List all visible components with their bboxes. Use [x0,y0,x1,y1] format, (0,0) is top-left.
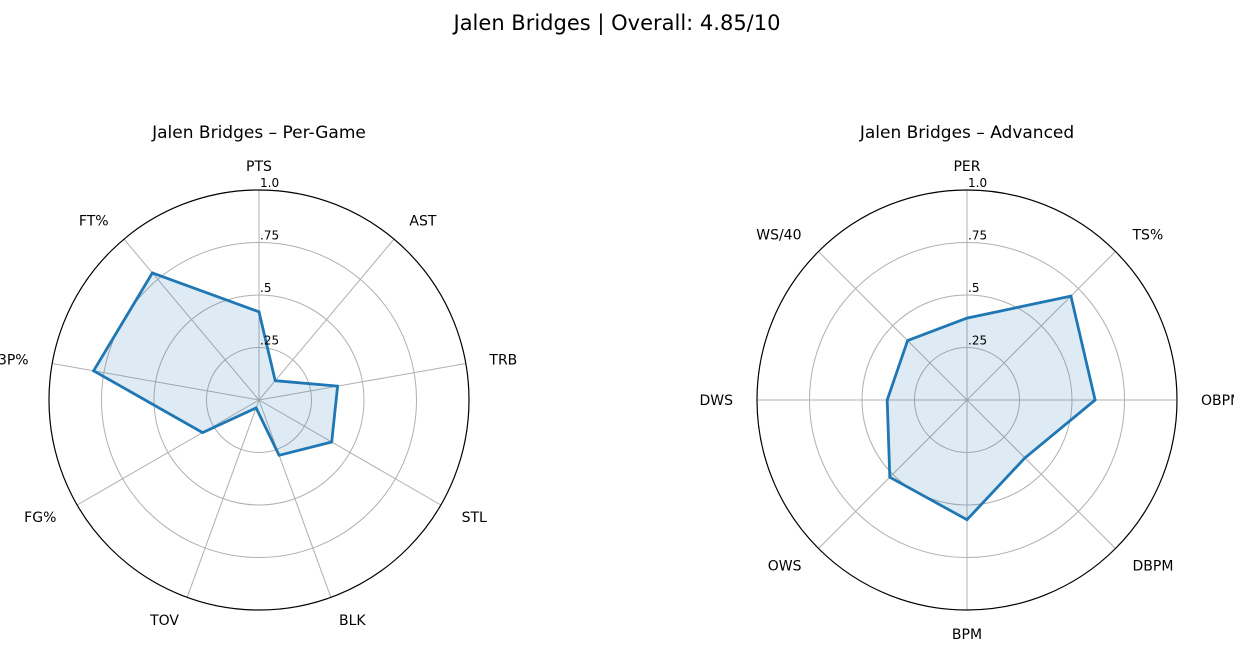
radial-tick-label: .5 [968,281,979,295]
per-game-chart-title: Jalen Bridges – Per-Game [151,123,366,143]
category-label-fg-pct: FG% [24,510,56,526]
category-label-ows: OWS [768,559,802,575]
category-label-ts-pct: TS% [1132,228,1164,244]
spoke-3p-pct [52,363,260,401]
data-point-ts-pct [1069,294,1073,298]
radial-tick-label: .25 [968,334,987,348]
spoke-trb [258,363,466,401]
category-label-ws-40: WS/40 [756,228,801,244]
radial-tick-label: .75 [260,229,279,243]
spoke-ows [818,399,968,549]
spoke-ast [258,238,395,401]
category-label-dws: DWS [699,393,733,409]
category-label-trb: TRB [488,352,517,368]
category-label-bpm: BPM [952,627,982,643]
radial-tick-label: .25 [260,334,279,348]
series-area [92,271,340,457]
data-point-ft-pct [150,271,154,275]
figure-title: Jalen Bridges | Overall: 4.85/10 [452,11,781,36]
spoke-dbpm [966,399,1116,549]
radial-tick-label: 1.0 [260,176,279,190]
category-label-per: PER [953,159,980,175]
data-point-fg-pct [201,431,205,434]
series-area [885,294,1097,522]
category-label-pts: PTS [246,159,272,175]
spoke-fg-pct [76,399,260,506]
data-point-dbpm [1023,456,1027,460]
category-label-ast: AST [409,214,436,230]
data-point-obpm [1093,398,1097,402]
radial-tick-label: .75 [968,229,987,243]
category-label-blk: BLK [339,613,366,629]
data-point-tov [254,406,258,410]
category-label-dbpm: DBPM [1133,559,1174,575]
data-point-bpm [965,518,969,522]
category-label-tov: TOV [149,613,179,629]
advanced-chart-title: Jalen Bridges – Advanced [859,123,1074,143]
spoke-tov [186,399,260,598]
data-point-3p-pct [92,369,95,373]
spoke-blk [258,399,332,598]
data-point-ows [888,475,892,479]
category-label-obpm: OBPM [1201,393,1234,409]
data-point-blk [277,453,281,457]
spoke-ft-pct [123,238,260,401]
spoke-ws-40 [818,251,968,401]
radial-tick-label: 1.0 [968,176,987,190]
category-label-stl: STL [462,510,487,526]
data-point-dws [885,398,889,402]
data-point-trb [336,384,339,388]
outer-frame [756,189,1178,611]
spoke-ts-pct [966,251,1116,401]
outer-frame [48,189,470,611]
data-point-stl [330,440,334,444]
data-point-ws-40 [906,339,910,343]
spoke-stl [258,399,442,506]
category-label-3p-pct: 3P% [0,352,29,368]
radial-tick-label: .5 [260,281,271,295]
data-point-ast [273,379,277,383]
category-label-ft-pct: FT% [79,214,109,230]
data-point-per [965,316,969,320]
data-point-pts [257,310,261,314]
